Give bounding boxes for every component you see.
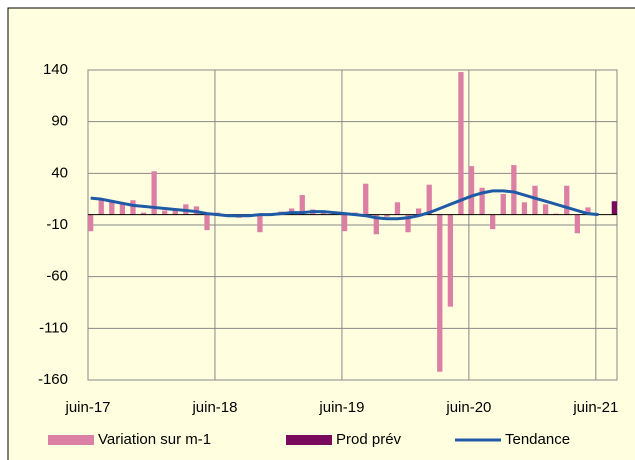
- bar: [373, 214, 379, 235]
- bar: [542, 204, 549, 215]
- bar: [341, 214, 348, 232]
- bar: [468, 166, 475, 215]
- bar: [140, 212, 147, 215]
- y-tick-label: -10: [46, 216, 68, 233]
- bar: [257, 214, 263, 233]
- bar: [479, 187, 485, 215]
- x-tick-label: juin-21: [572, 399, 618, 416]
- bar: [130, 200, 136, 215]
- bar: [521, 202, 528, 215]
- bar: [299, 195, 305, 215]
- bar: [88, 214, 94, 232]
- x-tick-label: juin-17: [64, 399, 110, 416]
- bar: [611, 201, 617, 215]
- x-tick-label: juin-18: [191, 399, 237, 416]
- bar: [585, 207, 591, 215]
- bar: [151, 171, 157, 215]
- bar: [490, 214, 496, 230]
- bar: [331, 213, 337, 215]
- bar: [564, 185, 570, 215]
- y-tick-label: -110: [39, 319, 68, 336]
- bar: [415, 208, 422, 215]
- bar: [363, 183, 369, 215]
- bar: [532, 185, 538, 215]
- bar: [574, 214, 580, 234]
- y-tick-label: -160: [38, 371, 68, 388]
- bar: [172, 209, 178, 215]
- legend-swatch: [48, 435, 94, 445]
- bar: [426, 184, 432, 215]
- bar: [384, 214, 390, 217]
- bar: [394, 202, 401, 215]
- legend-label: Tendance: [505, 431, 570, 448]
- x-tick-label: juin-19: [318, 399, 364, 416]
- bar: [320, 211, 327, 215]
- bar: [511, 165, 517, 215]
- bar: [405, 214, 411, 233]
- y-tick-label: 40: [51, 164, 68, 181]
- legend-label: Variation sur m-1: [98, 431, 211, 448]
- bar: [447, 214, 454, 307]
- bar: [109, 201, 115, 215]
- y-tick-label: -60: [46, 268, 68, 285]
- bar: [458, 72, 464, 215]
- trend-line: [90, 189, 599, 221]
- bar: [119, 203, 126, 215]
- bar: [500, 194, 506, 215]
- bar: [553, 213, 559, 215]
- bar: [204, 214, 210, 231]
- y-tick-label: 140: [43, 61, 68, 78]
- y-tick-label: 90: [51, 113, 68, 130]
- legend-label: Prod prév: [336, 431, 402, 448]
- bar: [162, 210, 168, 215]
- x-tick-label: juin-20: [445, 399, 491, 416]
- bar: [98, 199, 104, 215]
- legend-swatch: [286, 435, 332, 445]
- bar: [437, 214, 443, 372]
